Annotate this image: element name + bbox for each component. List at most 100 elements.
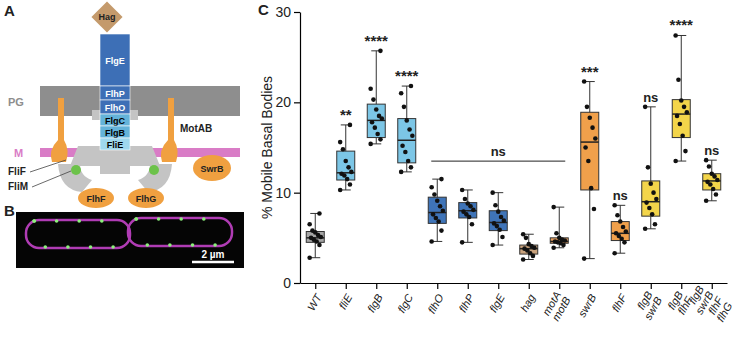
data-point (377, 114, 382, 119)
data-point (643, 227, 648, 232)
data-point (307, 255, 312, 260)
y-tick: 20 (275, 94, 300, 110)
x-tick: flgB (365, 283, 385, 314)
data-point (492, 221, 497, 226)
data-point (368, 142, 373, 147)
box (367, 104, 385, 137)
box (398, 119, 416, 163)
x-tick-mark (590, 283, 591, 289)
x-tick: hag (518, 283, 538, 314)
data-point (593, 136, 598, 141)
data-point (499, 215, 504, 220)
basal-body-spot (134, 217, 138, 221)
significance: **** (395, 67, 419, 84)
data-point (704, 158, 709, 163)
protein-label: FlhF (87, 194, 106, 204)
data-point (685, 110, 690, 115)
x-tick-label: WT (305, 291, 325, 313)
data-point (673, 33, 678, 38)
box-group (550, 205, 568, 250)
micrograph (16, 212, 244, 268)
x-tick: flgBswrB (632, 283, 664, 322)
significance: **** (670, 16, 694, 33)
x-tick: fliE (336, 283, 354, 311)
significance: *** (581, 63, 599, 80)
box (611, 222, 629, 241)
x-tick: flhP (456, 283, 476, 314)
data-point (370, 120, 375, 125)
data-point (676, 77, 681, 82)
x-tick-label: flhP (456, 291, 476, 314)
protein (78, 188, 114, 208)
x-tick-mark (407, 283, 408, 289)
rod-label: FlgC (105, 116, 125, 126)
panel-b-image: 2 µm (16, 212, 244, 268)
median (581, 141, 599, 143)
data-point (460, 188, 465, 193)
data-point (432, 192, 437, 197)
data-point (307, 222, 312, 227)
y-tick-mark (294, 283, 300, 284)
data-point (348, 182, 353, 187)
data-point (585, 105, 590, 110)
x-tick-mark (712, 283, 713, 289)
data-point (680, 133, 685, 138)
leader (32, 171, 71, 187)
data-point (375, 132, 380, 137)
scale-bar (192, 261, 234, 264)
data-point (707, 164, 712, 169)
data-point (553, 239, 558, 244)
basal-body-spot (66, 245, 70, 249)
x-tick: WT (305, 283, 325, 313)
data-point (374, 107, 379, 112)
annotations: **********ns***nsns****ns (340, 16, 719, 203)
diagram-label: FliF (8, 166, 26, 177)
data-point (589, 186, 594, 191)
data-point (338, 140, 343, 145)
protein (193, 155, 231, 181)
data-point (338, 188, 343, 193)
data-point (715, 178, 720, 183)
data-point (407, 127, 412, 132)
data-point (521, 232, 526, 237)
data-point (438, 204, 443, 209)
x-tick-label: flhF (609, 291, 629, 314)
data-point (493, 203, 498, 208)
data-point (551, 205, 556, 210)
basal-body-spot (146, 243, 150, 247)
rod-part (100, 34, 130, 86)
box (337, 151, 355, 180)
data-point (343, 159, 348, 164)
data-point (704, 198, 709, 203)
x-tick-mark (437, 283, 438, 289)
box-group (520, 232, 538, 262)
data-point (317, 243, 322, 248)
export-apparatus (100, 166, 130, 174)
data-point (557, 236, 562, 241)
x-tick-mark (468, 283, 469, 289)
data-point (644, 200, 649, 205)
x-tick-mark (620, 283, 621, 289)
basal-body-spot (191, 243, 195, 247)
data-point (683, 149, 688, 154)
data-point (590, 125, 595, 130)
x-tick-mark (559, 283, 560, 289)
data-point (463, 197, 468, 202)
x-tick-label: flgC (395, 292, 415, 315)
data-point (650, 212, 655, 217)
box-group (337, 123, 355, 193)
x-tick: flhO (425, 283, 446, 315)
x-tick-label: flgB (365, 292, 385, 314)
significance-bracket (431, 161, 565, 162)
box-group (642, 105, 660, 232)
x-tick-label: flgE (487, 291, 507, 314)
y-tick-label: 10 (275, 185, 291, 201)
x-tick: flhF (609, 283, 629, 314)
data-point (651, 190, 656, 195)
x-tick: flgBswrBflhFflhG (683, 283, 735, 328)
box (581, 112, 599, 190)
flim-left (71, 165, 81, 175)
data-point (309, 236, 314, 241)
basal-body-spot (213, 243, 217, 247)
y-axis-title: % Mobile Basal Bodies (259, 76, 275, 219)
